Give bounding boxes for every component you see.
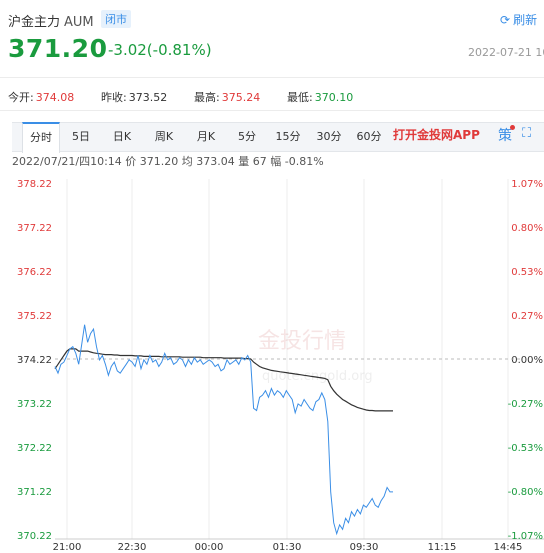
notification-dot bbox=[510, 125, 515, 130]
y-tick-label: 371.22 bbox=[17, 487, 52, 498]
stat-high-value: 375.24 bbox=[221, 91, 261, 104]
x-axis-labels: 21:00 22:30 00:00 01:30 09:30 11:15 14:45 bbox=[53, 542, 523, 553]
instrument-code: AUM bbox=[64, 15, 94, 30]
tab-15min[interactable]: 15分 bbox=[275, 130, 301, 143]
current-price: 371.20 bbox=[8, 34, 108, 63]
average-price-line bbox=[54, 348, 393, 412]
stat-high: 最高: 375.24 bbox=[194, 89, 260, 105]
refresh-button[interactable]: ⟳ 刷新 bbox=[500, 11, 537, 28]
tab-60min[interactable]: 60分 bbox=[356, 130, 382, 143]
pct-tick-label: -1.07% bbox=[508, 531, 543, 542]
stat-low-value: 370.10 bbox=[314, 91, 354, 104]
pct-tick-label: 0.53% bbox=[511, 267, 543, 278]
y-tick-label: 372.22 bbox=[17, 443, 52, 454]
y-tick-label: 374.22 bbox=[17, 355, 52, 366]
quote-datetime: 2022-07-21 10:1 bbox=[468, 46, 544, 59]
x-tick-label: 00:00 bbox=[195, 542, 224, 553]
x-tick-label: 14:45 bbox=[494, 542, 523, 553]
instrument-title: 沪金主力 AUM bbox=[8, 11, 94, 30]
x-tick-label: 09:30 bbox=[350, 542, 379, 553]
y-tick-label: 376.22 bbox=[17, 267, 52, 278]
y-tick-label: 373.22 bbox=[17, 399, 52, 410]
x-tick-label: 11:15 bbox=[428, 542, 457, 553]
pct-tick-label: -0.80% bbox=[508, 487, 543, 498]
market-status-badge: 闭市 bbox=[101, 10, 131, 28]
tab-daily-k[interactable]: 日K bbox=[112, 130, 132, 143]
y-tick-label: 378.22 bbox=[17, 179, 52, 190]
stat-low-label: 最低: bbox=[287, 91, 313, 104]
pct-tick-label: 0.00% bbox=[511, 355, 543, 366]
stat-prev-close-label: 昨收: bbox=[101, 91, 127, 104]
instrument-name: 沪金主力 bbox=[8, 15, 61, 30]
fullscreen-icon[interactable]: ⛶ bbox=[522, 126, 532, 141]
pct-tick-label: 0.27% bbox=[511, 311, 543, 322]
refresh-icon: ⟳ bbox=[500, 13, 511, 27]
watermark-brand: 金投行情 bbox=[258, 329, 346, 354]
tab-5day[interactable]: 5日 bbox=[72, 130, 90, 143]
tab-5min[interactable]: 5分 bbox=[238, 130, 256, 143]
pct-tick-label: 0.80% bbox=[511, 223, 543, 234]
stat-high-label: 最高: bbox=[194, 91, 220, 104]
stat-open-value: 374.08 bbox=[35, 91, 75, 104]
refresh-label: 刷新 bbox=[513, 13, 538, 27]
price-change: -3.02(-0.81%) bbox=[108, 41, 212, 59]
tab-monthly-k[interactable]: 月K bbox=[196, 130, 216, 143]
price-line bbox=[54, 324, 393, 536]
stat-open-label: 今开: bbox=[8, 91, 34, 104]
stat-low: 最低: 370.10 bbox=[287, 89, 353, 105]
crosshair-info-line: 2022/07/21/四10:14 价 371.20 均 373.04 量 67… bbox=[12, 155, 324, 168]
tab-weekly-k[interactable]: 周K bbox=[154, 130, 174, 143]
x-tick-label: 22:30 bbox=[118, 542, 147, 553]
pct-tick-label: -0.53% bbox=[508, 443, 543, 454]
y-tick-label: 370.22 bbox=[17, 531, 52, 542]
y-axis-labels: 378.22 377.22 376.22 375.22 374.22 373.22 372.… bbox=[17, 179, 52, 542]
tab-30min[interactable]: 30分 bbox=[316, 130, 342, 143]
intraday-chart[interactable]: 金投行情 quote.cngold.org 378.22 377.22 376.22… bbox=[0, 170, 544, 553]
pct-axis-labels: 1.07% 0.80% 0.53% 0.27% 0.00% -0.27% -0.53% -0.… bbox=[508, 179, 543, 542]
watermark: 金投行情 quote.cngold.org bbox=[258, 329, 373, 384]
pct-tick-label: 1.07% bbox=[511, 179, 543, 190]
divider bbox=[0, 77, 544, 78]
stat-open: 今开: 374.08 bbox=[8, 89, 74, 105]
stat-prev-close-value: 373.52 bbox=[128, 91, 168, 104]
tab-intraday[interactable]: 分时 bbox=[22, 122, 60, 153]
x-tick-label: 21:00 bbox=[53, 542, 82, 553]
divider bbox=[0, 110, 544, 111]
stat-prev-close: 昨收: 373.52 bbox=[101, 89, 167, 105]
policy-icon[interactable]: 策 bbox=[498, 128, 512, 144]
x-tick-label: 01:30 bbox=[273, 542, 302, 553]
pct-tick-label: -0.27% bbox=[508, 399, 543, 410]
y-tick-label: 377.22 bbox=[17, 223, 52, 234]
y-tick-label: 375.22 bbox=[17, 311, 52, 322]
open-app-link[interactable]: 打开金投网APP bbox=[393, 128, 480, 142]
period-tab-bar: 分时 5日 日K 周K 月K 5分 15分 30分 60分 bbox=[12, 122, 544, 153]
